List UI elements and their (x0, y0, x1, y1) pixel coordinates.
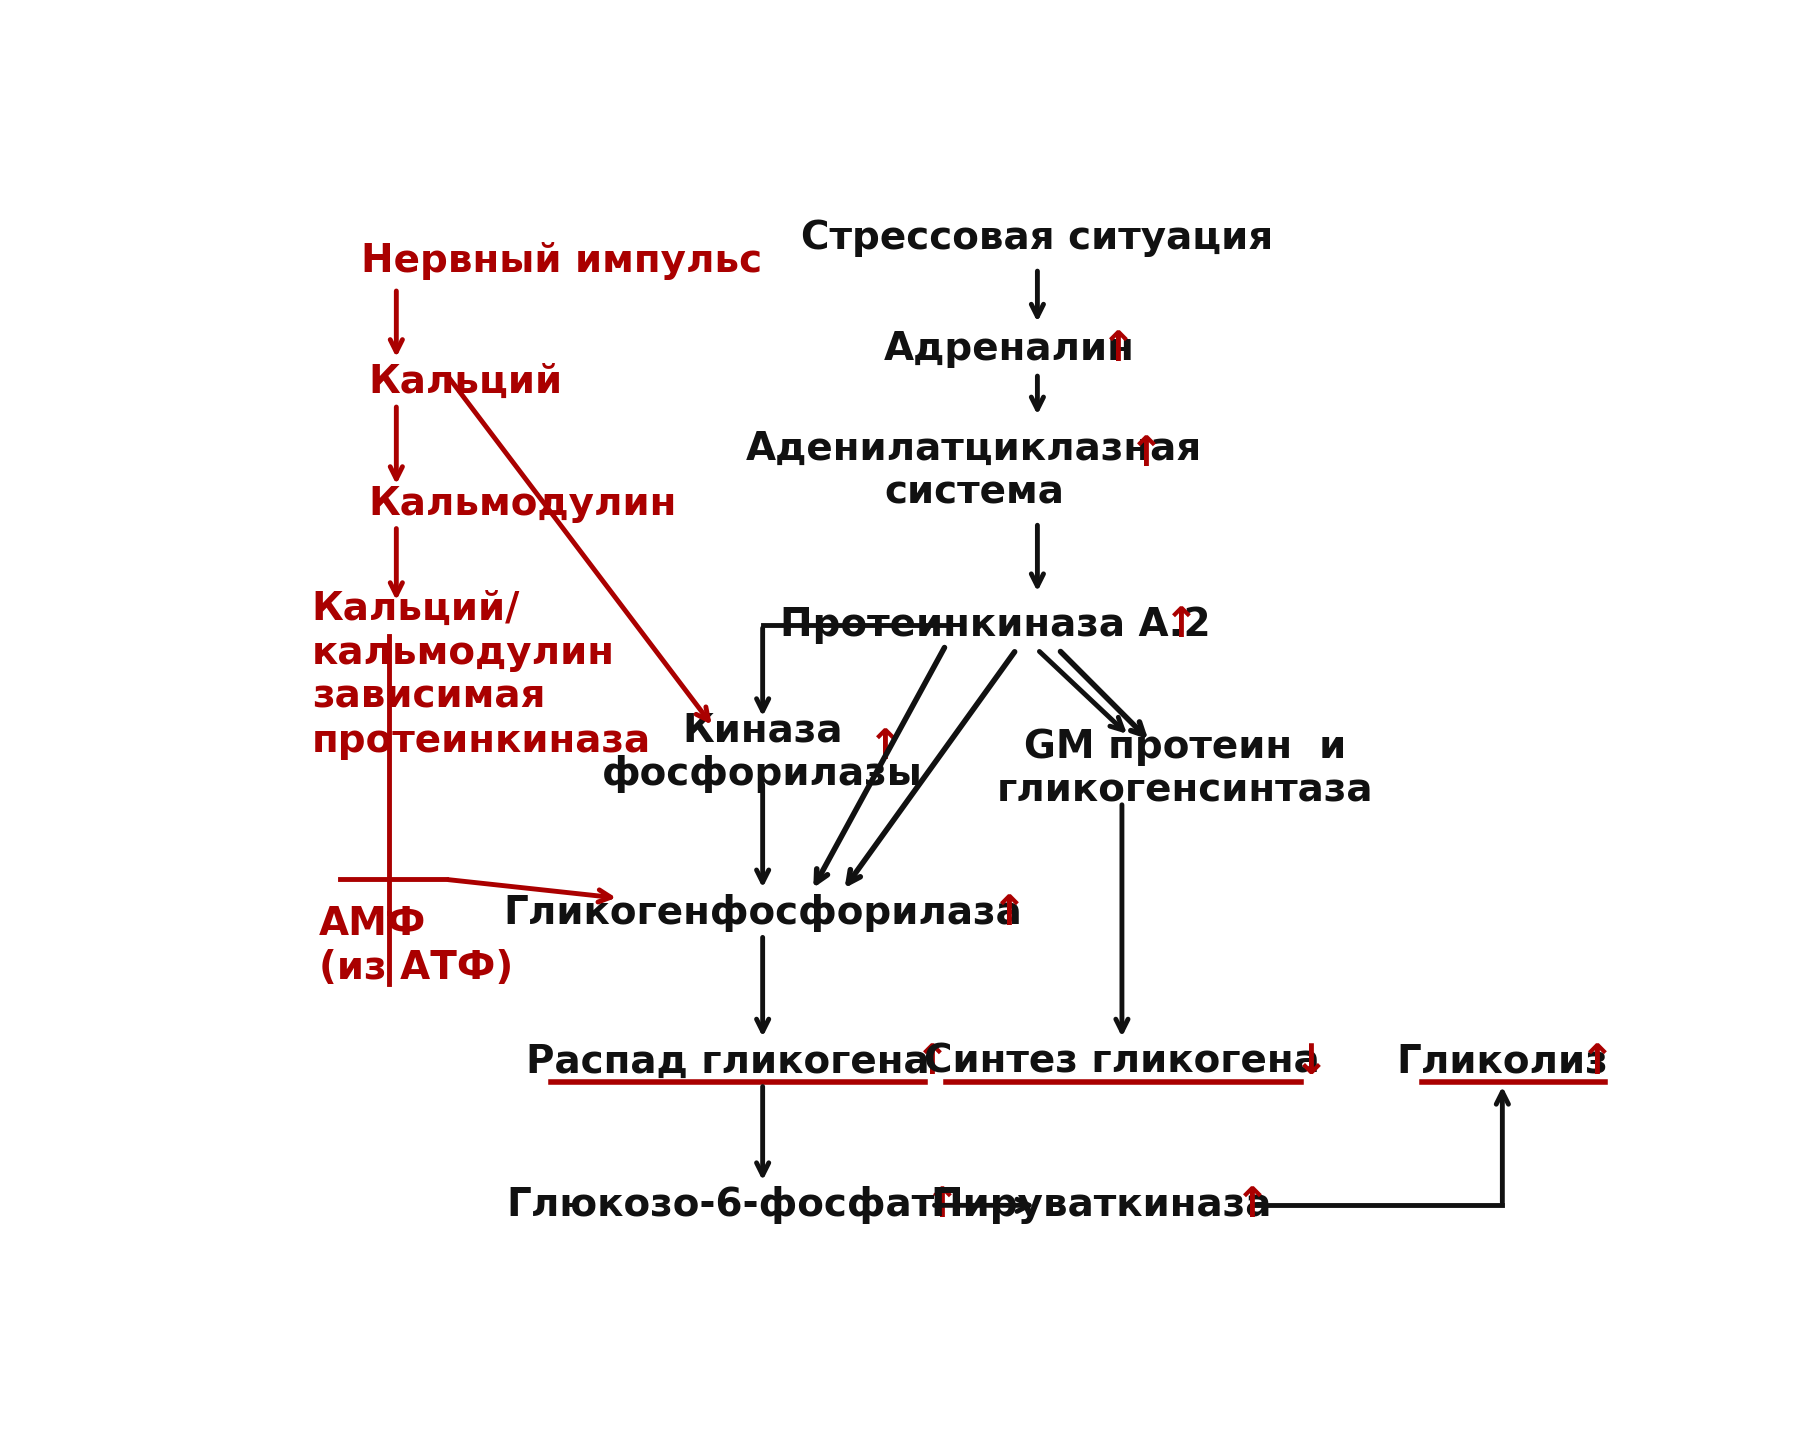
Text: Адреналин: Адреналин (884, 330, 1134, 367)
Text: GM протеин  и
гликогенсинтаза: GM протеин и гликогенсинтаза (996, 728, 1374, 809)
Text: ↑: ↑ (1100, 329, 1136, 370)
Text: Гликолиз: Гликолиз (1396, 1043, 1609, 1081)
Text: АМФ
(из АТФ): АМФ (из АТФ) (318, 904, 513, 987)
Text: ↑: ↑ (914, 1040, 949, 1082)
Text: Нервный импульс: Нервный импульс (362, 241, 762, 280)
Text: Протеинкиназа А.2: Протеинкиназа А.2 (780, 606, 1211, 644)
Text: Распад гликогена: Распад гликогена (525, 1043, 929, 1081)
Text: ↑: ↑ (1580, 1040, 1614, 1082)
Text: Гликогенфосфорилаза: Гликогенфосфорилаза (504, 894, 1022, 931)
Text: ↑: ↑ (993, 891, 1027, 934)
Text: ↓: ↓ (1294, 1040, 1329, 1082)
Text: Стрессовая ситуация: Стрессовая ситуация (802, 220, 1274, 257)
Text: Пируваткиназа: Пируваткиназа (931, 1187, 1271, 1224)
Text: Синтез гликогена: Синтез гликогена (924, 1043, 1320, 1081)
Text: Аденилатциклазная
система: Аденилатциклазная система (745, 429, 1202, 511)
Text: ↑: ↑ (1234, 1184, 1269, 1227)
Text: ↑: ↑ (1164, 604, 1200, 646)
Text: Глюкозо-6-фосфат: Глюкозо-6-фосфат (507, 1187, 934, 1224)
Text: Киназа
фосфорилазы: Киназа фосфорилазы (602, 712, 924, 794)
Text: Кальций: Кальций (367, 363, 562, 402)
Text: Кальций/
кальмодулин
зависимая
протеинкиназа: Кальций/ кальмодулин зависимая протеинки… (313, 590, 651, 761)
Text: Кальмодулин: Кальмодулин (367, 485, 676, 522)
Text: ↑: ↑ (1129, 433, 1164, 475)
Text: ↑: ↑ (869, 726, 904, 768)
Text: ↑: ↑ (925, 1184, 960, 1227)
